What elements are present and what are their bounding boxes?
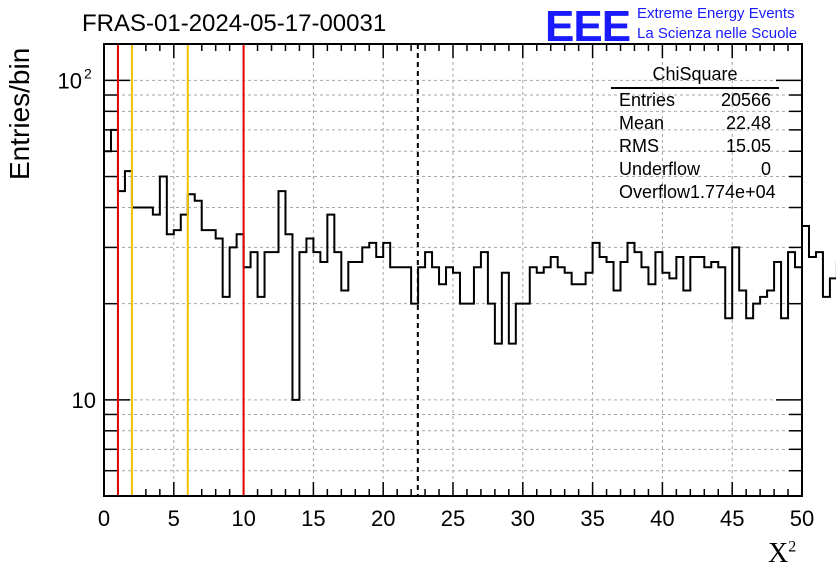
x-tick-label: 15 — [301, 506, 325, 531]
stats-row-rms: RMS 15.05 — [611, 135, 779, 158]
x-tick-label: 10 — [231, 506, 255, 531]
stats-label: Mean — [619, 113, 665, 133]
eee-logo: EEE — [545, 2, 631, 51]
x-tick-label: 30 — [511, 506, 535, 531]
stats-label: Underflow — [619, 159, 701, 179]
stats-label: RMS — [619, 136, 659, 156]
x-tick-label: 45 — [720, 506, 744, 531]
x-axis-label-sup: 2 — [788, 538, 797, 556]
x-axis-label: X2 — [768, 538, 796, 570]
stats-value: 22.48 — [725, 113, 771, 133]
logo-subtitle-2: La Scienza nelle Scuole — [637, 25, 798, 42]
stats-box: ChiSquare Entries 20566 Mean 22.48 RMS 15.0… — [611, 64, 779, 204]
x-tick-label: 40 — [650, 506, 674, 531]
stats-row-underflow: Underflow 0 — [611, 158, 779, 181]
y-tick-label: 10 — [72, 388, 96, 413]
stats-value: 1.774e+04 — [690, 182, 776, 202]
logo-subtitle-1: Extreme Energy Events — [637, 5, 795, 22]
stats-value: 20566 — [720, 90, 771, 110]
x-tick-label: 25 — [441, 506, 465, 531]
stats-value: 0 — [760, 159, 771, 179]
histogram-series — [104, 128, 836, 401]
x-axis-label-base: X — [768, 538, 789, 569]
plot-frame — [103, 43, 803, 497]
y-tick-label: 10 — [58, 68, 82, 93]
x-tick-label: 35 — [580, 506, 604, 531]
x-tick-label: 50 — [790, 506, 814, 531]
stats-row-entries: Entries 20566 — [611, 89, 779, 112]
x-tick-label: 5 — [168, 506, 180, 531]
chart-title: FRAS-01-2024-05-17-00031 — [82, 10, 387, 37]
y-tick-label-exponent: 2 — [84, 65, 92, 81]
x-tick-label: 20 — [371, 506, 395, 531]
x-tick-label: 0 — [98, 506, 110, 531]
stats-label: Overflow — [619, 182, 691, 202]
stats-row-overflow: Overflow 1.774e+04 — [611, 181, 779, 204]
stats-row-mean: Mean 22.48 — [611, 112, 779, 135]
stats-title: ChiSquare — [611, 64, 779, 89]
stats-label: Entries — [619, 90, 676, 110]
stats-value: 15.05 — [725, 136, 771, 156]
y-axis-label: Entries/bin — [4, 47, 35, 180]
